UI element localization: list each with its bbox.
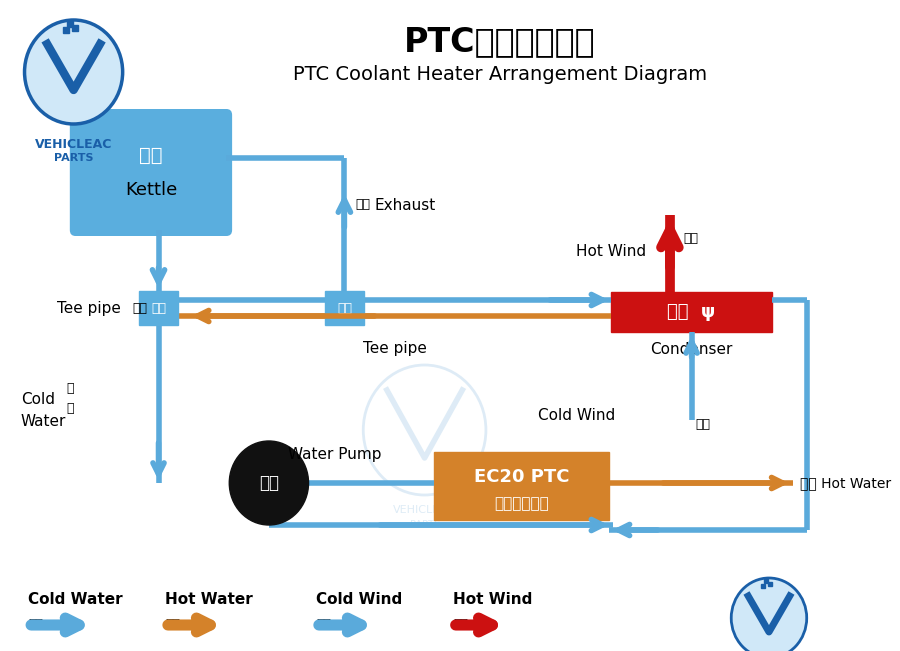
Text: 三通: 三通 [337,301,352,314]
Text: Cold Water: Cold Water [28,592,123,607]
Circle shape [24,20,122,124]
Text: 冷水: 冷水 [28,618,43,631]
Text: 冷风: 冷风 [316,618,331,631]
Text: PARTS: PARTS [410,520,439,530]
Text: Tee pipe: Tee pipe [57,301,121,316]
Bar [611,292,772,332]
Text: VEHICLEAC: VEHICLEAC [393,505,455,515]
Text: EC20 PTC: EC20 PTC [473,468,569,486]
Text: 暖风: 暖风 [453,618,468,631]
Text: PARTS: PARTS [54,153,94,163]
Circle shape [731,578,806,651]
Bar [139,291,178,325]
Text: 三通: 三通 [151,301,166,314]
Text: 暖芯  ψ: 暖芯 ψ [668,303,716,321]
Text: Condenser: Condenser [651,342,733,357]
Text: 冷风: 冷风 [696,419,710,432]
Text: 暖风: 暖风 [683,232,698,245]
Text: Cold Wind: Cold Wind [538,408,615,422]
Text: 排气: 排气 [356,199,371,212]
Bar [434,452,608,520]
FancyBboxPatch shape [70,109,232,236]
Text: Water Pump: Water Pump [288,447,382,462]
Text: Hot Water: Hot Water [165,592,253,607]
Text: Hot Wind: Hot Wind [576,245,645,260]
Text: 水壶: 水壶 [140,146,163,165]
Text: Tee pipe: Tee pipe [364,340,428,355]
Text: 冷: 冷 [66,381,74,395]
Text: Exhaust: Exhaust [374,197,436,212]
Text: 热水 Hot Water: 热水 Hot Water [800,476,891,490]
Circle shape [230,441,309,525]
Text: 热水: 热水 [165,618,180,631]
Text: Water: Water [21,415,66,430]
Text: 水: 水 [66,402,74,415]
Bar [325,291,364,325]
Text: 三通: 三通 [132,301,147,314]
Text: Kettle: Kettle [125,181,177,199]
Text: Hot Wind: Hot Wind [453,592,532,607]
Text: 水泵: 水泵 [259,474,279,492]
Text: PTC Coolant Heater Arrangement Diagram: PTC Coolant Heater Arrangement Diagram [293,66,707,85]
Text: 液体电加热器: 液体电加热器 [494,497,549,512]
Text: VEHICLEAC: VEHICLEAC [35,137,112,150]
Text: Cold Wind: Cold Wind [316,592,402,607]
Text: PTC加热器布置图: PTC加热器布置图 [404,25,596,59]
Text: Cold: Cold [21,393,55,408]
